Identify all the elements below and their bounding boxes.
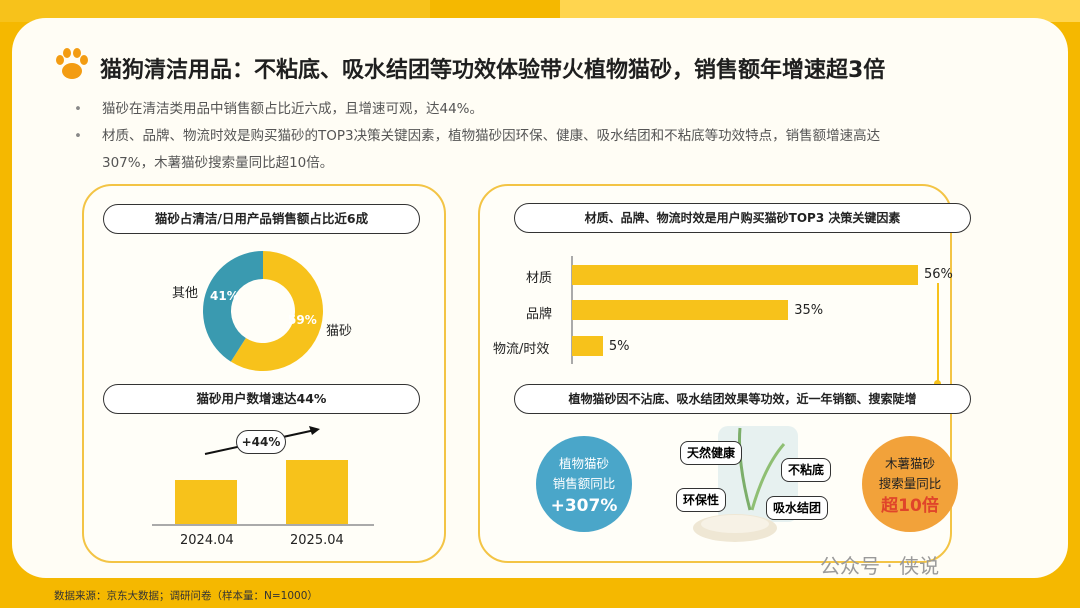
connector-line	[937, 283, 939, 383]
cassava-search-circle: 木薯猫砂 搜索量同比 超10倍	[862, 436, 958, 532]
tag-clumping: 吸水结团	[766, 496, 829, 520]
factor-value-material: 56%	[924, 267, 953, 282]
connector-dot	[934, 380, 941, 387]
data-source: 数据来源：京东大数据；调研问卷（样本量：N=1000）	[54, 590, 318, 602]
growth-badge: +44%	[236, 430, 286, 454]
factor-label-brand: 品牌	[526, 307, 553, 322]
circle-value: +307%	[550, 496, 618, 516]
donut-chart	[203, 251, 323, 371]
bullet-text: 307%，木薯猫砂搜索量同比超10倍。	[102, 155, 334, 171]
bullet-list: • 猫砂在清洁类用品中销售额占比近六成，且增速可观，达44%。 • 材质、品牌、物流…	[72, 96, 1032, 177]
top-decoration-right	[560, 0, 1080, 22]
donut-slice-cat-litter	[230, 251, 323, 371]
bullet-text: 材质、品牌、物流时效是购买猫砂的TOP3决策关键因素，植物猫砂因环保、健康、吸水…	[102, 128, 881, 144]
donut-label-cat-pct: 59%	[288, 313, 317, 327]
donut-slice-other	[203, 251, 263, 362]
donut-chart-title: 猫砂占清洁/日用产品销售额占比近6成	[103, 204, 420, 234]
user-growth-axis	[152, 524, 374, 526]
user-growth-xlabel-2025: 2025.04	[290, 533, 344, 548]
bullet-item: • 材质、品牌、物流时效是购买猫砂的TOP3决策关键因素，植物猫砂因环保、健康、吸…	[74, 128, 881, 144]
tag-non-stick: 不粘底	[781, 458, 832, 482]
bullet-item: • 猫砂在清洁类用品中销售额占比近六成，且增速可观，达44%。	[74, 101, 484, 117]
circle-line2: 销售额同比	[552, 476, 616, 491]
factor-bar-material	[572, 265, 918, 285]
factor-label-logistics: 物流/时效	[493, 342, 550, 357]
user-growth-bar-2024	[175, 479, 237, 524]
page-title: 猫狗清洁用品：不粘底、吸水结团等功效体验带火植物猫砂，销售额年增速超3倍	[100, 58, 886, 83]
user-growth-xlabel-2024: 2024.04	[180, 533, 234, 548]
top-decoration-left	[0, 0, 430, 22]
donut-category-other: 其他	[172, 286, 199, 301]
watermark: 公众号 · 侠说	[820, 554, 940, 578]
factor-bar-brand	[572, 300, 789, 320]
factor-value-logistics: 5%	[608, 339, 630, 354]
donut-category-cat: 猫砂	[326, 324, 353, 339]
factor-chart-title: 材质、品牌、物流时效是用户购买猫砂TOP3 决策关键因素	[514, 203, 971, 233]
factor-value-brand: 35%	[794, 303, 824, 318]
bullet-continuation: 307%，木薯猫砂搜索量同比超10倍。	[72, 150, 1032, 177]
left-panel	[82, 184, 446, 563]
tag-eco-friendly: 环保性	[676, 488, 727, 512]
circle-line1: 植物猫砂	[558, 456, 609, 471]
circle-line2: 搜索量同比	[878, 476, 942, 491]
factor-label-material: 材质	[526, 271, 553, 286]
bullet-text: 猫砂在清洁类用品中销售额占比近六成，且增速可观，达44%。	[102, 101, 484, 117]
user-growth-bar-2025	[286, 460, 348, 524]
product-image-illustration	[693, 426, 798, 542]
circle-value: 超10倍	[881, 496, 939, 516]
circle-line1: 木薯猫砂	[884, 456, 935, 471]
user-growth-title: 猫砂用户数增速达44%	[103, 384, 420, 414]
factor-chart-axis	[571, 256, 573, 364]
tag-natural-health: 天然健康	[680, 441, 743, 465]
factor-bar-logistics	[572, 336, 603, 356]
paw-icon	[56, 48, 88, 79]
plant-litter-title: 植物猫砂因不沾底、吸水结团效果等功效，近一年销额、搜索陡增	[514, 384, 971, 414]
donut-label-other-pct: 41%	[210, 289, 239, 303]
plant-litter-sales-circle: 植物猫砂 销售额同比 +307%	[536, 436, 632, 532]
